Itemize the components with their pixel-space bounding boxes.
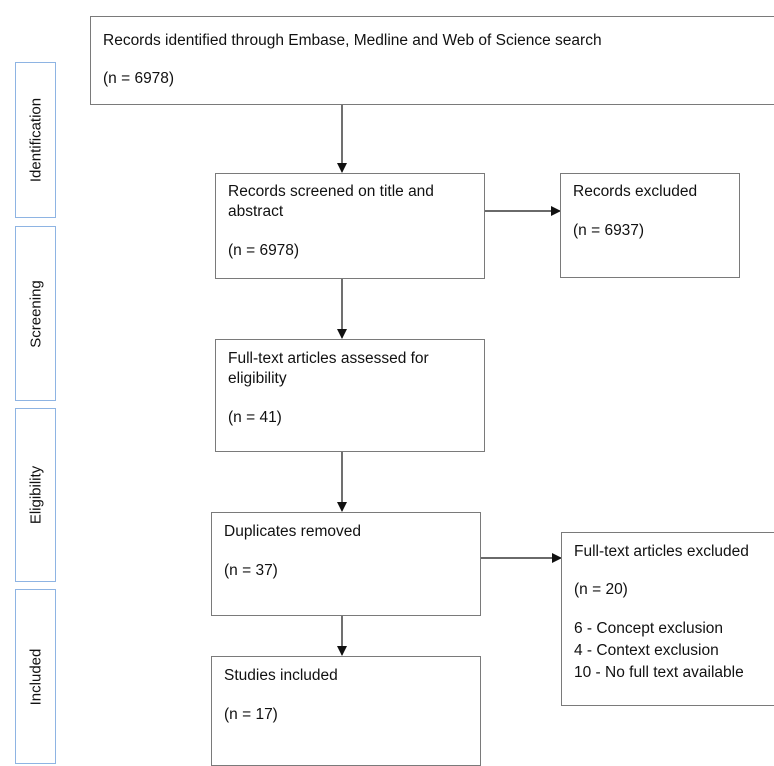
records-screened-text-2: abstract <box>228 203 284 220</box>
records-identified-count: (n = 6978) <box>103 70 175 87</box>
stage-screening: Screening <box>15 226 56 401</box>
records-identified-text: Records identified through Embase, Medli… <box>103 32 602 49</box>
box-duplicates-removed: Duplicates removed (n = 37) <box>211 512 481 616</box>
fulltext-excluded-count: (n = 20) <box>574 581 628 598</box>
fulltext-assessed-text-2: eligibility <box>228 370 287 387</box>
stage-included: Included <box>15 589 56 764</box>
stage-identification: Identification <box>15 62 56 218</box>
fulltext-excluded-reason: 10 - No full text available <box>574 664 744 681</box>
box-records-identified: Records identified through Embase, Medli… <box>90 16 774 105</box>
records-screened-count: (n = 6978) <box>228 242 300 259</box>
box-studies-included: Studies included (n = 17) <box>211 656 481 766</box>
box-records-screened: Records screened on title and abstract (… <box>215 173 485 279</box>
box-fulltext-assessed: Full-text articles assessed for eligibil… <box>215 339 485 452</box>
fulltext-excluded-reason: 6 - Concept exclusion <box>574 620 724 637</box>
box-records-excluded: Records excluded (n = 6937) <box>560 173 740 278</box>
studies-included-count: (n = 17) <box>224 706 278 723</box>
records-screened-text-1: Records screened on title and <box>228 183 434 200</box>
fulltext-excluded-reason: 4 - Context exclusion <box>574 642 719 659</box>
records-excluded-count: (n = 6937) <box>573 222 645 239</box>
fulltext-excluded-text: Full-text articles excluded <box>574 543 749 560</box>
fulltext-assessed-text-1: Full-text articles assessed for <box>228 350 429 367</box>
box-fulltext-excluded: Full-text articles excluded (n = 20) 6 -… <box>561 532 774 706</box>
duplicates-removed-text: Duplicates removed <box>224 523 361 540</box>
fulltext-assessed-count: (n = 41) <box>228 409 282 426</box>
records-excluded-text: Records excluded <box>573 183 698 200</box>
studies-included-text: Studies included <box>224 667 338 684</box>
duplicates-removed-count: (n = 37) <box>224 562 278 579</box>
stage-eligibility: Eligibility <box>15 408 56 582</box>
